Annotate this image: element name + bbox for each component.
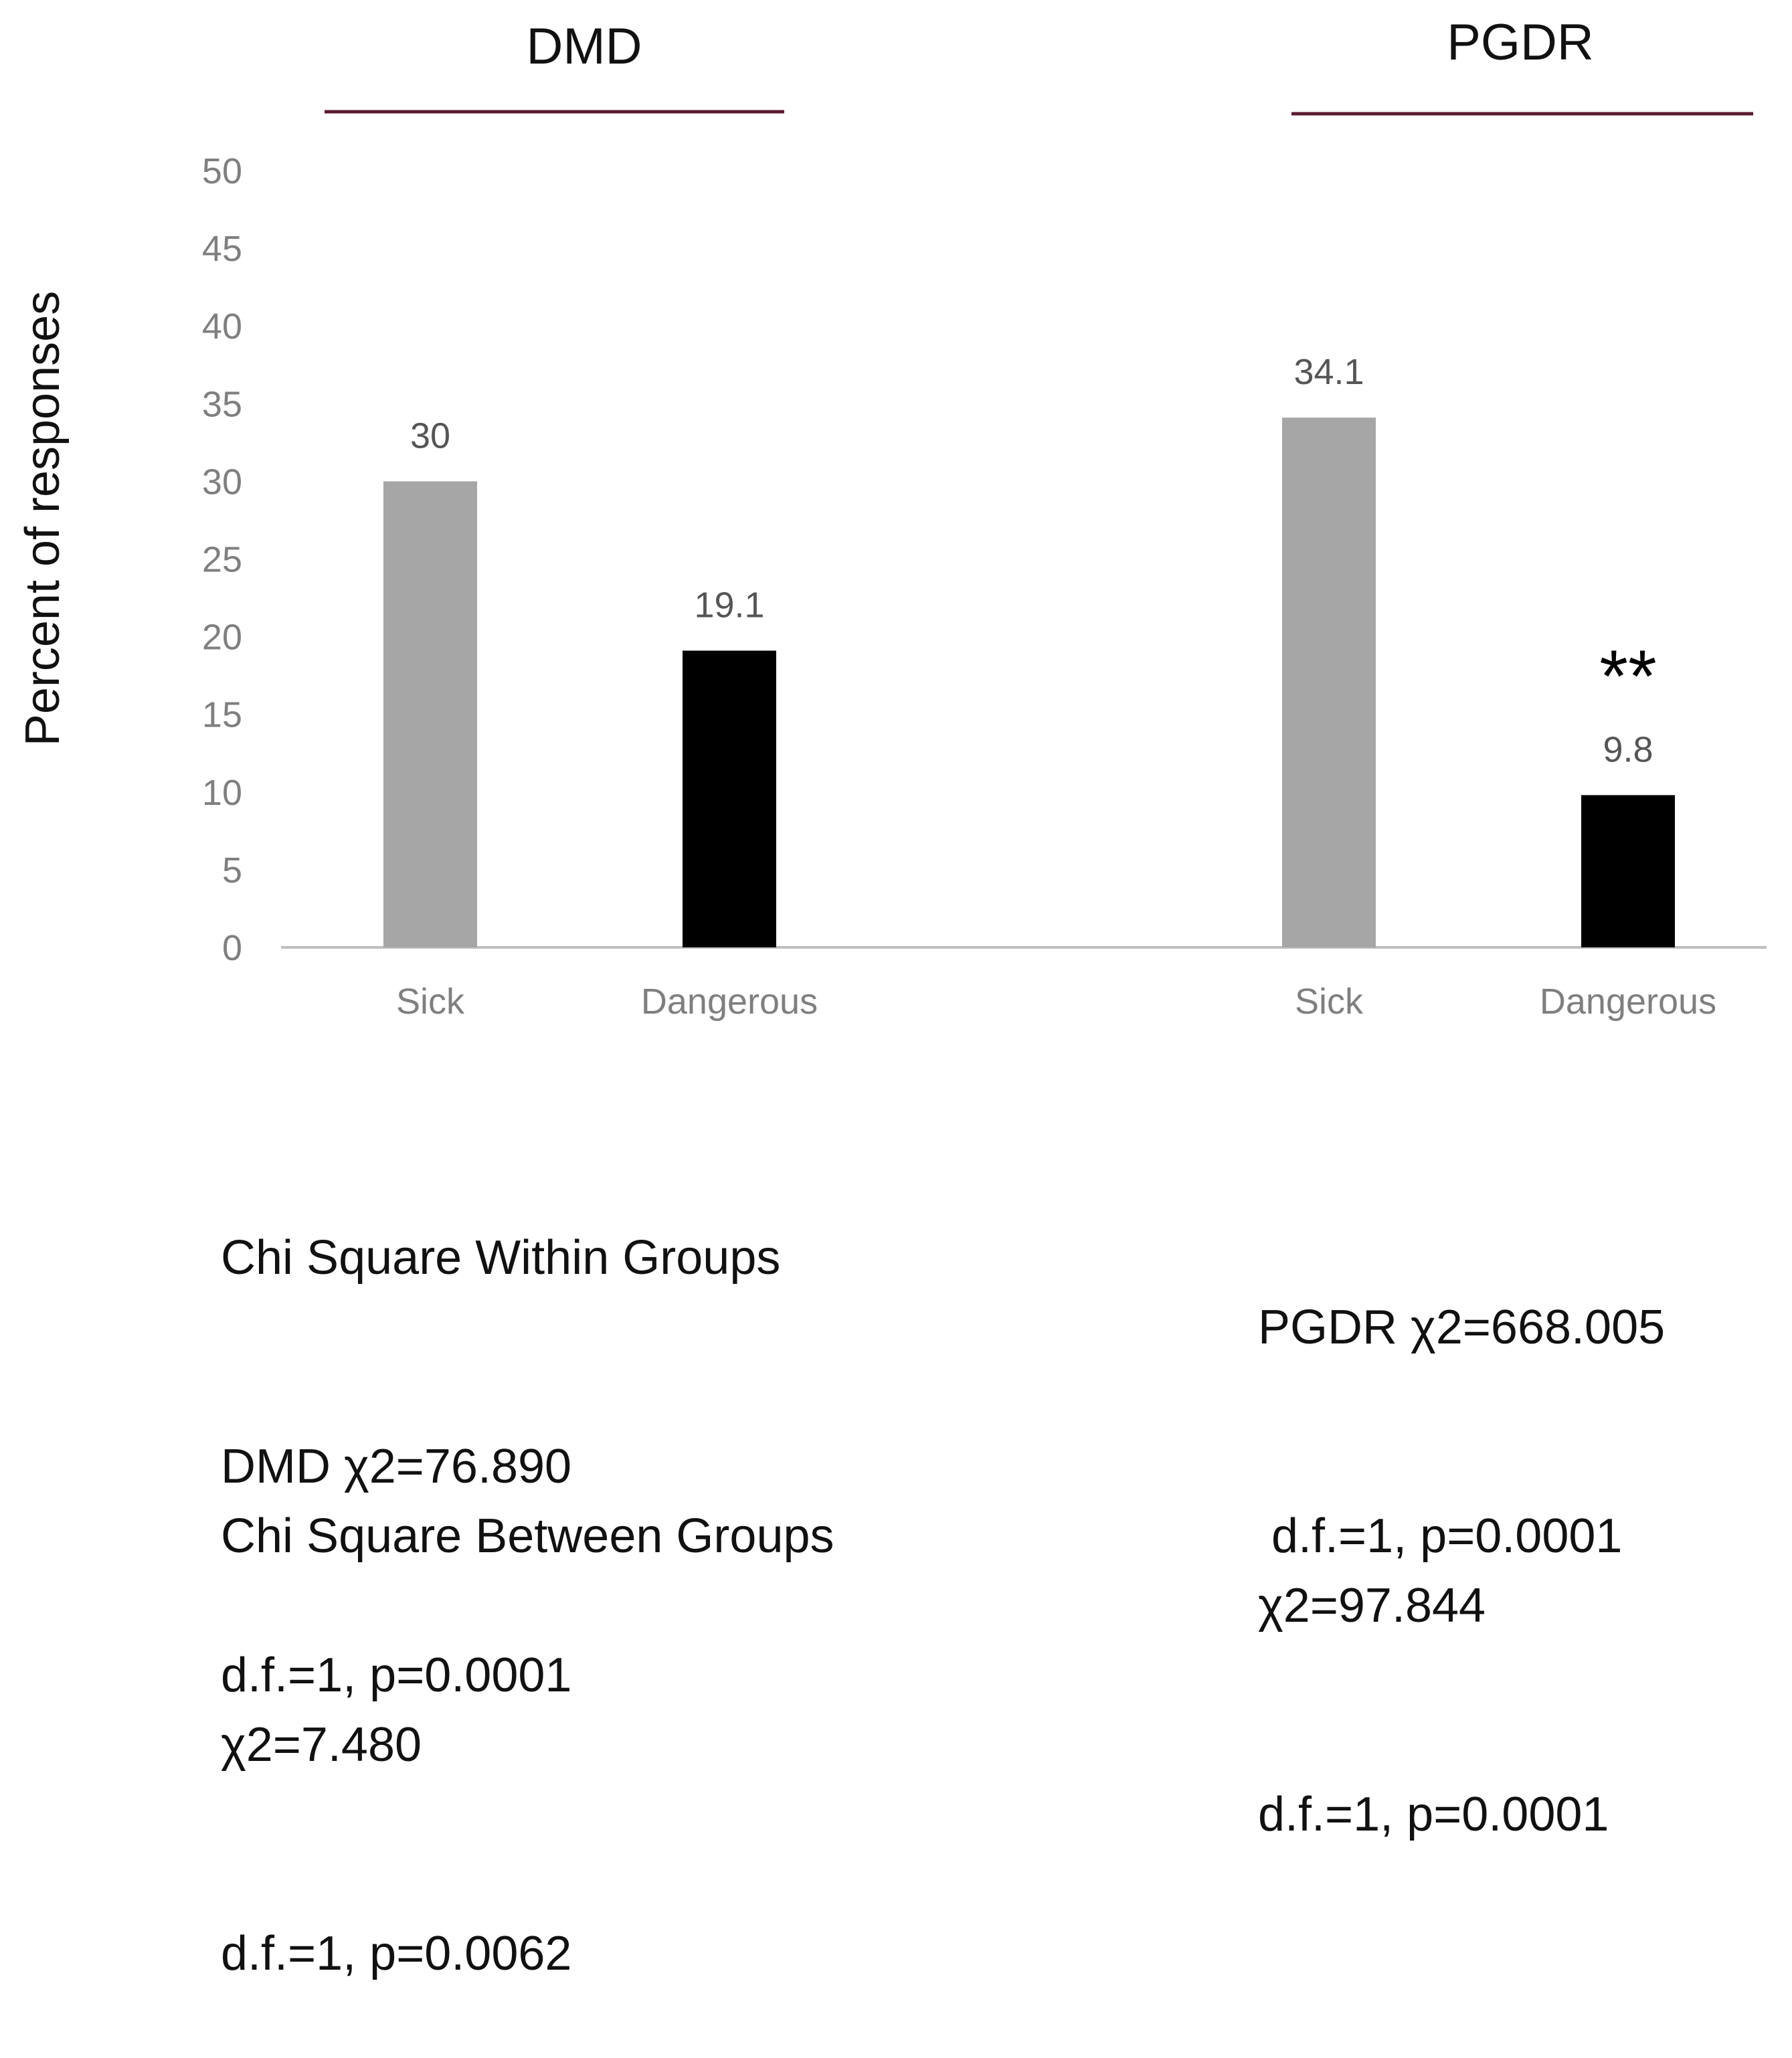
within-groups-title: Chi Square Within Groups <box>221 1231 781 1285</box>
y-tick-label: 15 <box>202 695 242 735</box>
bar-chart: 0 5 10 15 20 25 30 35 40 45 50 Percent of responses… <box>16 14 1767 1022</box>
stats-right: PGDR χ2=668.005 d.f.=1, p=0.0001 <box>1258 1153 1665 1641</box>
bar-value-label: 30 <box>410 415 450 456</box>
y-axis-label: Percent of responses <box>16 291 70 746</box>
bar <box>1282 417 1376 947</box>
significance-marker: ** <box>1599 635 1657 717</box>
y-tick-label: 50 <box>202 151 242 191</box>
x-tick-label: Dangerous <box>641 981 818 1022</box>
y-tick-label: 5 <box>222 850 242 891</box>
dmd-between-chi-square: χ2=7.480 <box>221 1718 422 1772</box>
group-title: DMD <box>526 18 642 75</box>
y-tick-label: 30 <box>202 462 242 502</box>
bar <box>683 650 776 947</box>
x-tick-label: Sick <box>1295 981 1364 1022</box>
stats-between-left: Chi Square Between Groups χ2=7.480 d.f.=… <box>221 1362 834 2058</box>
y-tick-label: 45 <box>202 229 242 269</box>
y-tick-label: 40 <box>202 306 242 347</box>
dmd-between-df: d.f.=1, p=0.0062 <box>221 1927 572 1980</box>
pgdr-between-chi-square: χ2=97.844 <box>1258 1579 1486 1632</box>
y-tick-label: 20 <box>202 618 242 658</box>
y-tick-label: 25 <box>202 540 242 580</box>
y-tick-label: 35 <box>202 384 242 424</box>
group-title: PGDR <box>1447 14 1594 71</box>
pgdr-within-chi-square: PGDR χ2=668.005 <box>1258 1301 1666 1354</box>
bar <box>383 481 477 947</box>
y-tick-label: 10 <box>202 773 242 813</box>
y-tick-label: 0 <box>222 928 242 968</box>
between-groups-title: Chi Square Between Groups <box>221 1509 834 1563</box>
bar <box>1581 795 1675 947</box>
pgdr-within-df: d.f.=1, p=0.0001 <box>1258 1509 1623 1563</box>
pgdr-between-df: d.f.=1, p=0.0001 <box>1258 1788 1609 1841</box>
stats-between-right: χ2=97.844 d.f.=1, p=0.0001 <box>1258 1432 1609 1919</box>
x-tick-label: Sick <box>396 981 465 1022</box>
dmd-within-chi-square: DMD χ2=76.890 <box>221 1440 572 1493</box>
x-tick-label: Dangerous <box>1540 981 1716 1022</box>
bar-value-label: 9.8 <box>1603 729 1653 769</box>
bar-value-label: 34.1 <box>1293 352 1364 392</box>
bar-value-label: 19.1 <box>694 585 764 625</box>
